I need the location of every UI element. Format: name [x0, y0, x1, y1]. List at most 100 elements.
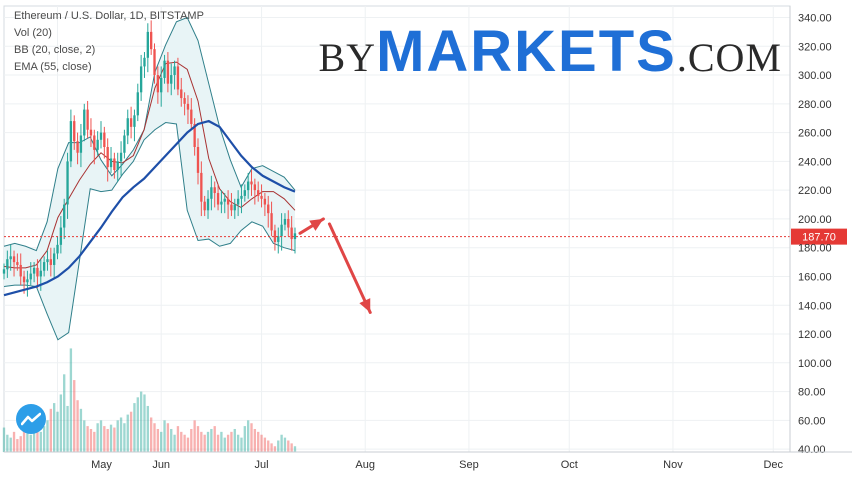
volume-bar [193, 420, 196, 452]
candle-body [226, 198, 230, 205]
candle-body [267, 204, 270, 214]
watermark-com: .COM [676, 35, 782, 80]
candle-body [166, 60, 170, 84]
candle-body [253, 184, 257, 191]
volume-bar [26, 433, 29, 452]
month-label: Nov [663, 459, 683, 471]
volume-bar [22, 428, 26, 452]
candle-body [163, 60, 166, 78]
volume-bar [96, 423, 99, 452]
volume-bar [160, 431, 163, 452]
candle-body [210, 187, 213, 199]
candle-body [136, 92, 139, 116]
volume-bar [49, 408, 52, 452]
volume-bar [223, 437, 226, 452]
candle-body [193, 123, 196, 147]
candle-body [109, 158, 113, 168]
price-tick-label: 240.00 [798, 156, 832, 168]
volume-bar [46, 420, 49, 452]
volume-bar [210, 428, 213, 452]
candle-body [250, 181, 253, 185]
volume-bar [143, 394, 146, 452]
watermark-logo: BYMARKETS.COM [319, 18, 783, 85]
price-tick-label: 100.00 [798, 358, 832, 370]
volume-bar [213, 426, 216, 452]
candle-body [156, 75, 160, 93]
price-tick-label: 40.00 [798, 444, 826, 456]
bb-middle-line [3, 61, 296, 269]
price-tick-label: 140.00 [798, 300, 832, 312]
volume-bar [66, 405, 69, 452]
volume-bar [109, 424, 113, 452]
volume-bar [246, 420, 250, 452]
price-tick-label: 280.00 [798, 99, 832, 111]
candle-body [170, 75, 173, 84]
tradingview-logo-icon[interactable] [16, 404, 46, 434]
chart-legend: Ethereum / U.S. Dollar, 1D, BITSTAMP Vol… [14, 8, 204, 76]
candle-body [49, 259, 52, 265]
candle-body [6, 259, 9, 270]
volume-bar [173, 434, 176, 452]
candle-body [196, 146, 200, 173]
volume-bar [119, 417, 123, 452]
candle-body [220, 201, 223, 205]
candle-body [103, 132, 106, 147]
candle-body [257, 190, 260, 196]
volume-bar [42, 426, 46, 452]
volume-bar [273, 446, 277, 452]
candle-body [206, 198, 210, 211]
month-label: Dec [763, 459, 783, 471]
watermark-by: BY [318, 35, 377, 80]
volume-bar [170, 428, 173, 452]
volume-bar [196, 426, 200, 452]
candle-body [236, 198, 240, 205]
candle-body [173, 66, 176, 76]
volume-bar [166, 423, 170, 452]
forecast-arrow-down-head [359, 298, 371, 313]
candle-body [277, 236, 280, 242]
candle-body [106, 146, 109, 168]
volume-bar [126, 414, 129, 452]
volume-bar [2, 427, 6, 452]
candle-body [79, 135, 83, 153]
volume-bar [206, 431, 210, 452]
candle-body [216, 193, 220, 205]
volume-bar [230, 431, 233, 452]
price-tick-label: 220.00 [798, 185, 832, 197]
ema55-line [3, 119, 296, 297]
candle-body [143, 57, 146, 67]
candle-body [149, 31, 153, 50]
candle-body [116, 161, 119, 171]
candle-body [93, 135, 96, 150]
last-price-label: 187.70 [802, 232, 836, 244]
volume-bar [287, 440, 290, 452]
volume-bar [233, 428, 236, 452]
volume-bar [250, 423, 253, 452]
volume-bar [277, 440, 280, 452]
candle-body [213, 187, 216, 194]
candle-body [76, 141, 79, 153]
volume-bar [186, 437, 190, 452]
volume-bar [280, 434, 283, 452]
volume-bar [69, 348, 73, 452]
volume-bar [153, 423, 156, 452]
chart-grid [3, 5, 791, 453]
price-tick-label: 160.00 [798, 271, 832, 283]
candle-body [129, 118, 133, 127]
candle-body [29, 273, 32, 280]
candle-body [12, 256, 16, 263]
volume-bar [253, 428, 257, 452]
candle-body [283, 218, 287, 225]
candle-body [63, 204, 66, 228]
volume-bar [200, 431, 203, 452]
candle-body [66, 161, 69, 205]
volume-bar [290, 443, 293, 452]
volume-bar [129, 411, 133, 452]
candle-body [273, 230, 277, 242]
volume-bar [267, 440, 270, 452]
candle-body [270, 213, 273, 231]
candle-body [22, 276, 26, 283]
month-label: Jun [152, 459, 170, 471]
candle-body [89, 129, 93, 136]
volume-bar [103, 426, 106, 452]
